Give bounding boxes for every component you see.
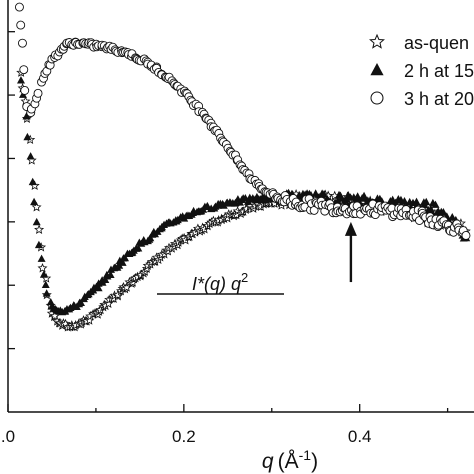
- data-point-circle: [20, 86, 30, 95]
- data-point-triangle: [37, 254, 46, 262]
- data-point-triangle: [26, 152, 35, 160]
- data-point-triangle: [32, 217, 41, 226]
- legend-label: 2 h at 15: [404, 61, 474, 81]
- data-point-triangle: [34, 240, 43, 249]
- legend-triangle-marker: [370, 63, 384, 76]
- legend-circle-marker: [370, 91, 384, 105]
- data-point-triangle: [30, 197, 39, 206]
- x-axis-title: q (Å-1): [262, 447, 318, 473]
- legend-star-marker: [369, 33, 385, 49]
- x-axis-unit-close: ): [311, 450, 318, 473]
- data-point-triangle: [134, 244, 143, 252]
- data-point-triangle: [23, 132, 32, 141]
- x-axis-tick-labels: .0 0.2 0.4: [1, 427, 372, 446]
- arrow-head: [344, 221, 357, 236]
- legend-item-as-quen: as-quen: [369, 33, 469, 53]
- x-tick-label: 0.4: [348, 427, 372, 446]
- data-point-triangle: [46, 297, 55, 306]
- data-point-circle: [33, 88, 43, 98]
- data-point-triangle: [448, 212, 457, 221]
- x-axis-unit-exponent: -1: [299, 447, 312, 463]
- x-axis-variable: q: [262, 450, 274, 473]
- legend: as-quen 2 h at 15 3 h at 20: [369, 33, 474, 109]
- data-point-triangle: [39, 270, 48, 278]
- data-point-triangle: [41, 280, 50, 288]
- data-point-triangle: [106, 270, 115, 278]
- data-point-circle: [19, 65, 29, 75]
- data-point-triangle: [94, 283, 103, 292]
- data-point-triangle: [412, 197, 421, 205]
- data-point-star: [34, 224, 45, 234]
- data-point-star: [37, 262, 48, 273]
- data-point-triangle: [28, 177, 37, 186]
- data-point-triangle: [353, 192, 362, 200]
- x-axis-unit: (Å: [278, 450, 299, 473]
- legend-label: 3 h at 20: [404, 89, 474, 109]
- data-point-triangle: [203, 202, 212, 210]
- data-point-triangle: [118, 258, 127, 266]
- legend-item-2h: 2 h at 15: [370, 61, 474, 81]
- data-point-triangle: [333, 196, 342, 205]
- legend-item-3h: 3 h at 20: [370, 89, 474, 109]
- arrow-marker: [344, 221, 357, 283]
- data-point-star: [31, 201, 42, 212]
- x-tick-label: .0: [1, 427, 15, 446]
- data-point-triangle: [400, 197, 409, 205]
- data-point-triangle: [17, 76, 25, 84]
- data-point-triangle: [22, 112, 31, 120]
- legend-label: as-quen: [404, 33, 469, 53]
- data-point-triangle: [320, 190, 328, 198]
- data-point-triangle: [439, 208, 448, 216]
- annotation: I*(q) q2: [157, 270, 284, 295]
- x-tick-label: 0.2: [172, 427, 196, 446]
- data-point-circle: [461, 231, 471, 240]
- data-point-triangle: [42, 289, 51, 297]
- data-point-triangle: [77, 298, 85, 306]
- series-layer: [14, 2, 471, 332]
- data-point-triangle: [422, 197, 431, 206]
- data-point-circle: [14, 2, 24, 12]
- data-point-star: [112, 289, 123, 300]
- data-point-circle: [16, 20, 26, 30]
- annotation-main: I*(q) q: [192, 274, 241, 294]
- data-point-triangle: [431, 200, 440, 208]
- y-axis-ticks: [8, 31, 15, 350]
- data-point-triangle: [121, 253, 129, 262]
- series-circle-open: [14, 2, 471, 240]
- annotation-label: I*(q) q2: [192, 270, 248, 294]
- data-point-circle: [18, 38, 27, 48]
- annotation-exponent: 2: [241, 270, 248, 285]
